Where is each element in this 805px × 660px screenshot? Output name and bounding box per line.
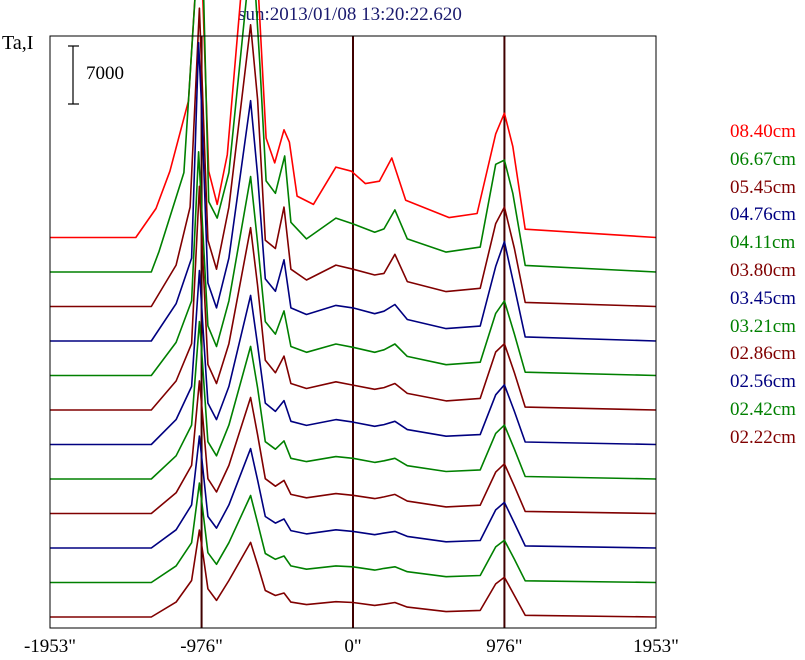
vertical-markers — [200, 36, 506, 628]
legend-item: 02.56cm — [730, 371, 796, 393]
series-line-03.45cm — [50, 269, 657, 446]
series-line-03.80cm — [50, 185, 657, 411]
x-tick-label: -976" — [180, 636, 223, 657]
x-tick-label: -1953" — [23, 636, 77, 657]
series-line-08.40cm — [50, 0, 657, 239]
series-line-02.42cm — [50, 482, 657, 584]
legend-item: 05.45cm — [730, 176, 796, 198]
legend-item: 03.45cm — [730, 287, 796, 309]
y-axis-label: Ta,I — [2, 32, 34, 54]
legend-item: 08.40cm — [730, 121, 796, 142]
legend-item: 02.22cm — [730, 426, 796, 448]
series-line-02.86cm — [50, 380, 657, 515]
scale-bar — [68, 45, 79, 105]
plot-frame — [49, 35, 657, 629]
scale-bar-label: 7000 — [86, 63, 124, 84]
legend-item: 03.80cm — [730, 259, 796, 281]
x-tick-label: 1953" — [633, 636, 679, 657]
series-line-06.67cm — [50, 0, 657, 273]
legend-item: 04.11cm — [730, 232, 796, 254]
x-tick-label: 0" — [344, 636, 362, 657]
series-line-03.21cm — [50, 320, 657, 480]
legend-item: 06.67cm — [730, 148, 796, 170]
series-line-02.56cm — [50, 435, 657, 549]
legend: 08.40cm 06.67cm 05.45cm 04.76cm 04.11cm 03.80… — [730, 118, 796, 452]
series-line-05.45cm — [50, 7, 657, 308]
chart-title: sun:2013/01/08 13:20:22.620 — [238, 4, 462, 25]
series-line-02.22cm — [50, 529, 657, 618]
x-tick-label: 976" — [486, 636, 523, 657]
legend-item: 02.42cm — [730, 398, 796, 420]
legend-item: 02.86cm — [730, 343, 796, 365]
series-group — [50, 0, 657, 618]
legend-item: 04.76cm — [730, 204, 796, 226]
series-line-04.11cm — [50, 151, 657, 377]
series-line-04.76cm — [50, 41, 657, 342]
legend-item: 03.21cm — [730, 315, 796, 337]
